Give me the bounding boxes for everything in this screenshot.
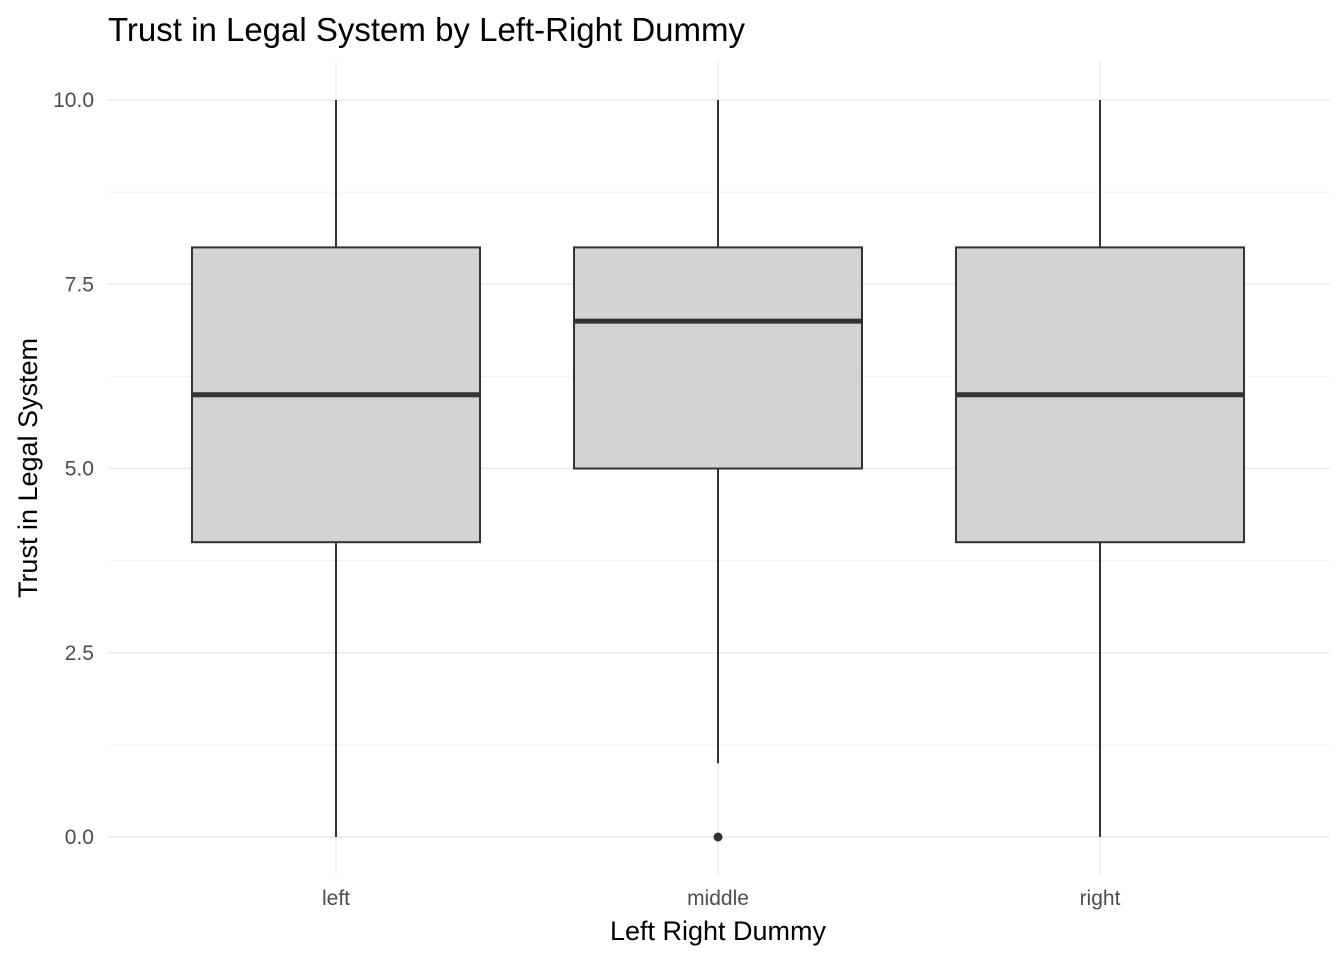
y-tick-label: 2.5 [65, 642, 94, 665]
y-axis-ticks: 0.0 2.5 5.0 7.5 10.0 [53, 89, 94, 849]
x-tick-label: middle [687, 887, 749, 910]
y-tick-label: 7.5 [65, 273, 94, 296]
x-axis-ticks: left middle right [322, 887, 1121, 910]
box-middle [573, 100, 863, 842]
x-axis-title: Left Right Dummy [610, 916, 827, 946]
x-tick-label: right [1080, 887, 1121, 910]
x-tick-label: left [322, 887, 350, 910]
chart-title: Trust in Legal System by Left-Right Dumm… [108, 11, 745, 48]
y-tick-label: 10.0 [53, 89, 94, 112]
box-left [191, 100, 481, 837]
boxes [191, 100, 1245, 842]
outlier-point [713, 832, 723, 842]
box-iqr [573, 246, 863, 470]
y-axis-title: Trust in Legal System [13, 338, 43, 598]
y-tick-label: 0.0 [65, 826, 94, 849]
box-right [955, 100, 1245, 837]
y-tick-label: 5.0 [65, 458, 94, 481]
